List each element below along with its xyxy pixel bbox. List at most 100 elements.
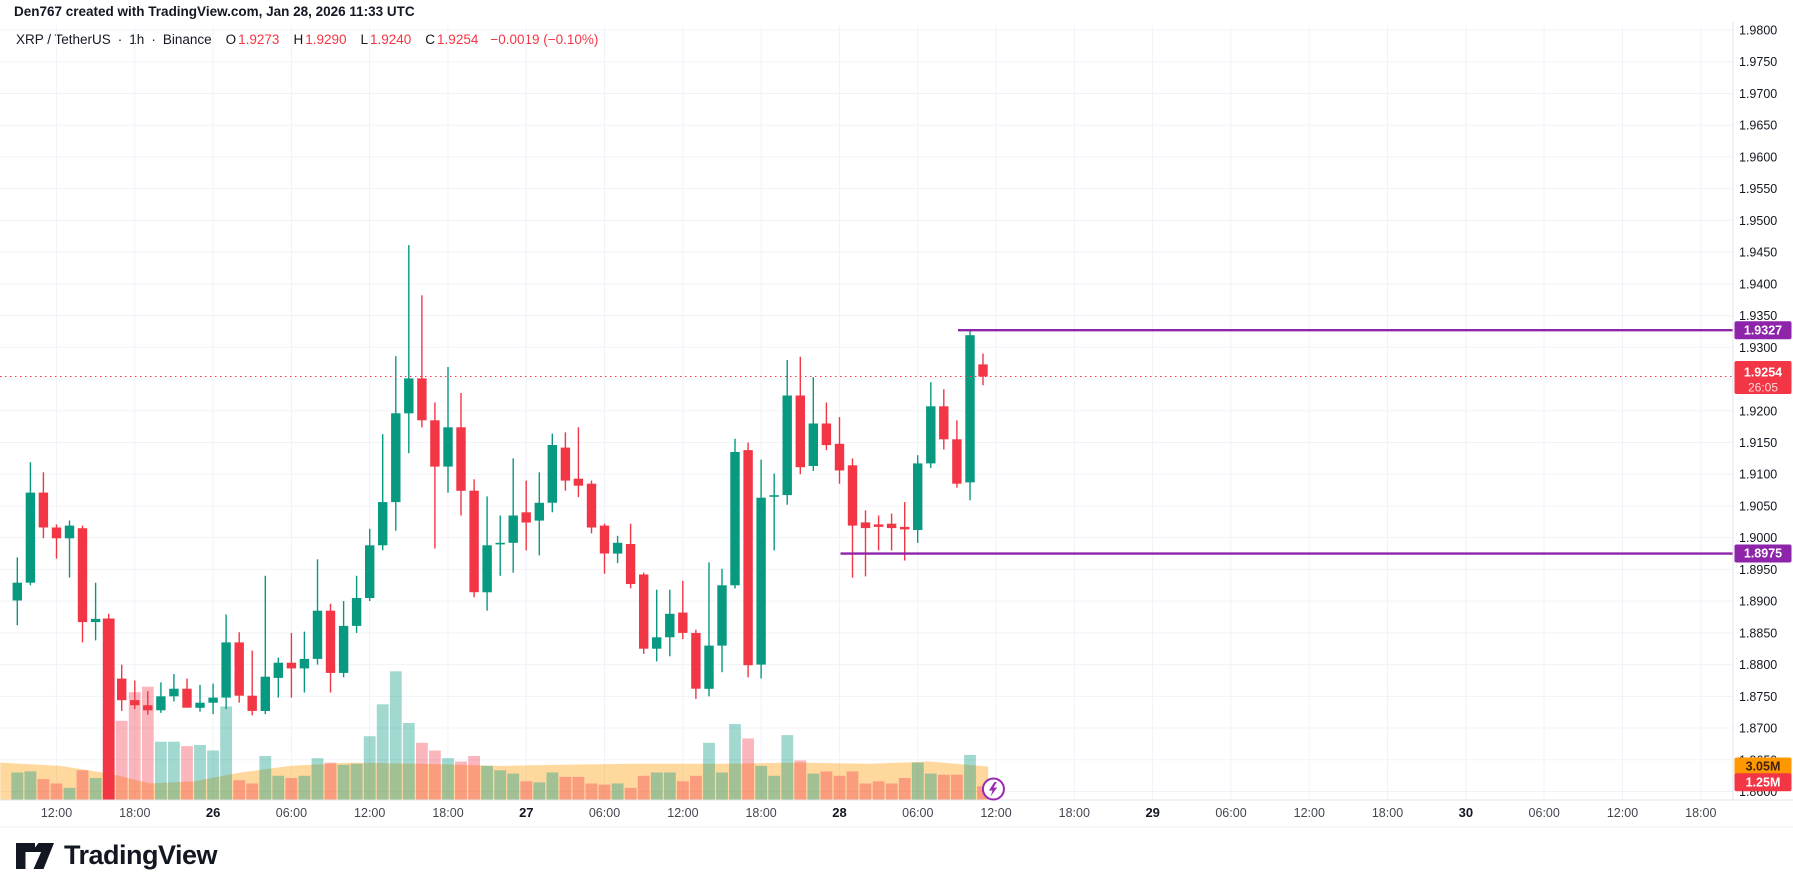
volume-bar	[429, 750, 441, 800]
tradingview-logo[interactable]: TradingView	[16, 840, 218, 871]
volume-bar	[729, 724, 741, 800]
candle-body	[260, 676, 270, 711]
volume-bar	[311, 758, 324, 800]
volume-bar	[220, 706, 232, 800]
high-label: H	[293, 32, 304, 47]
candle-body	[965, 335, 975, 483]
candle-body	[482, 545, 492, 593]
open-value: 1.9273	[238, 32, 280, 47]
candle-wick	[68, 520, 71, 578]
candle-body	[821, 423, 832, 446]
candle-body	[247, 695, 257, 711]
price-axis[interactable]: 1.9800 1.9750 1.9700 1.9650 1.9600 1.9550 1.95…	[1739, 24, 1777, 800]
lightning-button[interactable]	[981, 777, 1005, 801]
price-axis-label: 1.9350	[1739, 309, 1777, 323]
candle-wick	[264, 575, 266, 715]
time-axis-label: 06:00	[276, 806, 307, 820]
candle-wick	[499, 515, 501, 576]
symbol-legend: XRP / TetherUS · 1h · Binance O 1.9273 H…	[16, 32, 598, 47]
candle-body	[730, 452, 740, 586]
price-axis-label: 1.9150	[1739, 436, 1777, 450]
time-axis[interactable]: 12:00 18:00 26 06:00 12:00 18:00 27 06:00 12:00 1…	[41, 805, 1717, 820]
exchange-label: Binance	[162, 32, 212, 47]
candle-body	[782, 395, 792, 496]
candle-wick	[890, 513, 893, 551]
price-axis-label: 1.9800	[1739, 24, 1777, 38]
candle-body	[169, 688, 179, 697]
candle-body	[64, 525, 75, 539]
level-lines[interactable]	[840, 328, 1734, 555]
candle-wick	[134, 680, 136, 710]
volume-bar	[63, 787, 76, 800]
candle-body	[639, 574, 649, 649]
candle-body	[939, 406, 949, 440]
candle-wick	[382, 434, 384, 551]
candle-body	[143, 705, 153, 711]
volume-bar	[272, 775, 285, 800]
volume-bar	[468, 756, 480, 800]
open-label: O	[225, 32, 237, 47]
time-axis-label: 12:00	[1294, 806, 1325, 820]
candle-body	[534, 502, 544, 521]
volume-bar	[585, 783, 598, 800]
time-axis-label: 12:00	[354, 806, 385, 820]
candle-body	[38, 492, 49, 528]
high-value: 1.9290	[305, 32, 347, 47]
time-axis-label: 06:00	[902, 806, 933, 820]
candle-wick	[773, 473, 775, 551]
candle-wick	[708, 562, 710, 697]
candle-body	[978, 364, 988, 377]
low-value: 1.9240	[370, 32, 412, 47]
price-axis-label: 1.9450	[1739, 246, 1777, 260]
candle-body	[795, 395, 805, 468]
candle-body	[208, 697, 218, 703]
volume-bar	[24, 771, 37, 800]
price-axis-label: 1.8900	[1739, 595, 1777, 609]
volume-bar	[507, 773, 520, 800]
volume-bar	[389, 671, 402, 800]
candle-body	[873, 524, 884, 527]
time-axis-label: 18:00	[432, 806, 463, 820]
axis-box-text: 3.05M	[1746, 760, 1781, 774]
candle-body	[913, 463, 923, 530]
volume-bar	[663, 772, 676, 800]
candle-layer[interactable]	[12, 245, 988, 716]
chart-canvas[interactable]: 12:00 18:00 26 06:00 12:00 18:00 27 06:00 12:00 1…	[0, 0, 1793, 836]
price-axis-label: 1.9650	[1739, 119, 1777, 133]
candle-body	[834, 443, 845, 471]
candle-wick	[55, 524, 58, 559]
volume-bar	[37, 779, 50, 800]
volume-bar	[807, 773, 820, 800]
candle-body	[756, 497, 766, 665]
time-axis-label: 28	[832, 805, 846, 820]
candle-body	[847, 465, 858, 526]
volume-bar	[559, 776, 572, 800]
volume-bar	[402, 723, 415, 800]
volume-bar	[442, 758, 454, 800]
volume-bar	[246, 783, 259, 800]
candle-body	[156, 696, 166, 711]
level-price-label	[1734, 544, 1792, 563]
candle-wick	[147, 691, 149, 715]
grid-layer	[0, 26, 1733, 800]
level-price-label	[1734, 321, 1792, 340]
price-axis-label: 1.9400	[1739, 277, 1777, 291]
candle-body	[90, 618, 101, 623]
time-axis-label: 26	[206, 805, 220, 820]
volume-bar	[89, 778, 102, 800]
candle-body	[51, 527, 62, 539]
interval-label[interactable]: 1h	[129, 32, 145, 47]
axis-box-text: 1.9327	[1744, 323, 1782, 337]
time-axis-label: 18:00	[1059, 806, 1090, 820]
candle-body	[573, 478, 584, 486]
candle-body	[25, 492, 36, 583]
candle-wick	[877, 515, 880, 551]
change-value: −0.0019 (−0.10%)	[490, 32, 599, 47]
symbol-name[interactable]: XRP / TetherUS	[16, 32, 111, 47]
volume-bar	[846, 771, 859, 800]
candle-body	[117, 678, 127, 701]
volume-bar	[520, 781, 533, 800]
candle-body	[560, 447, 571, 481]
